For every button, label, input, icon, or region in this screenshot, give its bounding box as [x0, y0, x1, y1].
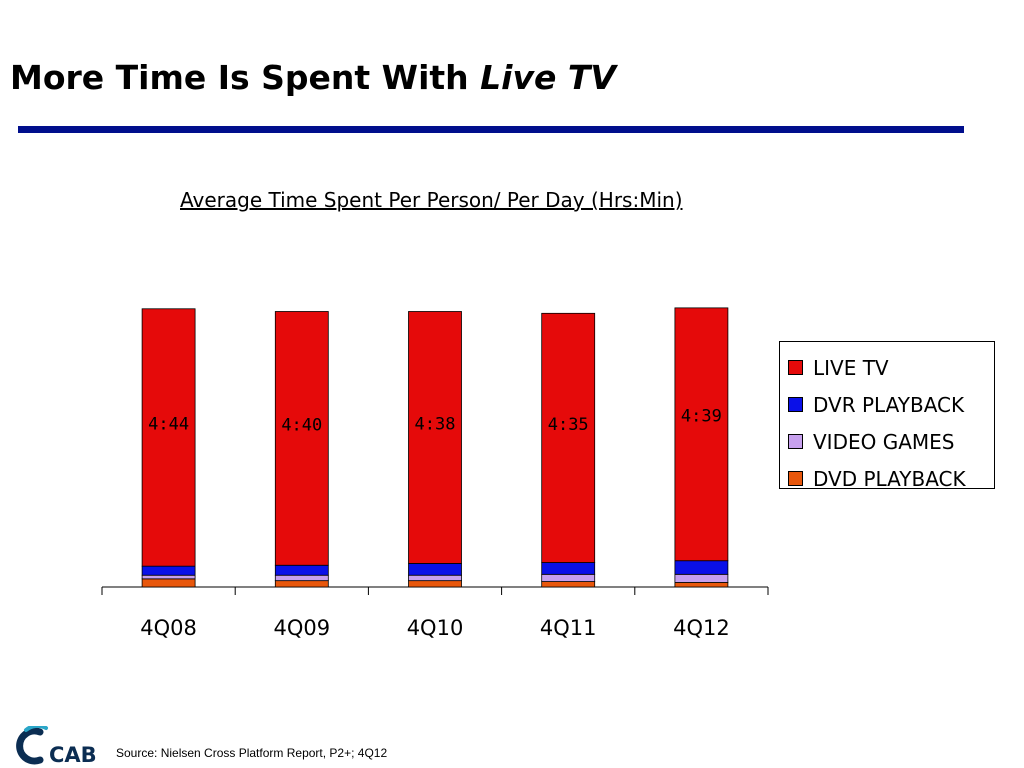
bar-segment-video-games [141, 574, 196, 580]
legend-swatch [788, 471, 803, 486]
slide-title-emphasis: Live TV [480, 58, 616, 97]
bar-data-label: 4:40 [281, 415, 322, 435]
legend-item: DVD PLAYBACK [788, 460, 994, 497]
bar-segment-live-tv [408, 311, 462, 564]
bar-segment-dvr-playback [674, 560, 729, 575]
bar-segment-dvd-playback [408, 580, 462, 588]
bar-segment-dvd-playback [141, 578, 196, 588]
slide-title-prefix: More Time Is Spent With [10, 58, 481, 97]
bar-segment-dvd-playback [274, 580, 329, 588]
bar-data-label: 4:39 [681, 406, 722, 426]
bar-segment-video-games [674, 573, 729, 583]
slide-title: More Time Is Spent With Live TV [10, 58, 616, 97]
x-tick-label: 4Q11 [540, 616, 597, 640]
bar-segment-dvr-playback [408, 563, 462, 576]
legend-label: VIDEO GAMES [813, 429, 955, 454]
bar-data-label: 4:44 [148, 414, 189, 434]
source-note: Source: Nielsen Cross Platform Report, P… [116, 746, 388, 760]
bar-segment-live-tv [274, 311, 329, 566]
legend-item: VIDEO GAMES [788, 423, 994, 460]
cab-logo-text: CAB [49, 743, 97, 766]
x-tick-label: 4Q10 [407, 616, 464, 640]
legend-label: LIVE TV [813, 355, 889, 380]
x-tick-label: 4Q09 [273, 616, 330, 640]
bar-segment-video-games [408, 574, 462, 582]
x-tick-label: 4Q12 [673, 616, 730, 640]
chart-title: Average Time Spent Per Person/ Per Day (… [180, 188, 683, 212]
legend-swatch [788, 434, 803, 449]
title-divider [18, 126, 964, 133]
bar-segment-video-games [541, 573, 596, 582]
legend-label: DVR PLAYBACK [813, 392, 965, 417]
bar-segment-dvd-playback [541, 581, 596, 588]
bar-segment-live-tv [141, 308, 196, 567]
legend-swatch [788, 397, 803, 412]
bar-segment-video-games [274, 574, 329, 582]
bar-segment-dvr-playback [541, 562, 596, 575]
legend-item: DVR PLAYBACK [788, 386, 994, 423]
chart-legend: LIVE TV DVR PLAYBACK VIDEO GAMES DVD PLAYBA… [779, 341, 995, 491]
bar-data-label: 4:38 [415, 414, 456, 434]
legend-item: LIVE TV [788, 349, 994, 386]
x-tick-label: 4Q08 [140, 616, 197, 640]
bar-segment-dvd-playback [674, 582, 729, 588]
bar-segment-live-tv [541, 312, 596, 563]
legend-label: DVD PLAYBACK [813, 466, 966, 491]
bar-segment-live-tv [674, 307, 729, 562]
legend-swatch [788, 360, 803, 375]
cab-logo: CAB [16, 726, 97, 766]
bar-data-label: 4:35 [548, 415, 589, 435]
bar-segment-dvr-playback [274, 564, 329, 576]
bar-segment-dvr-playback [141, 565, 196, 576]
